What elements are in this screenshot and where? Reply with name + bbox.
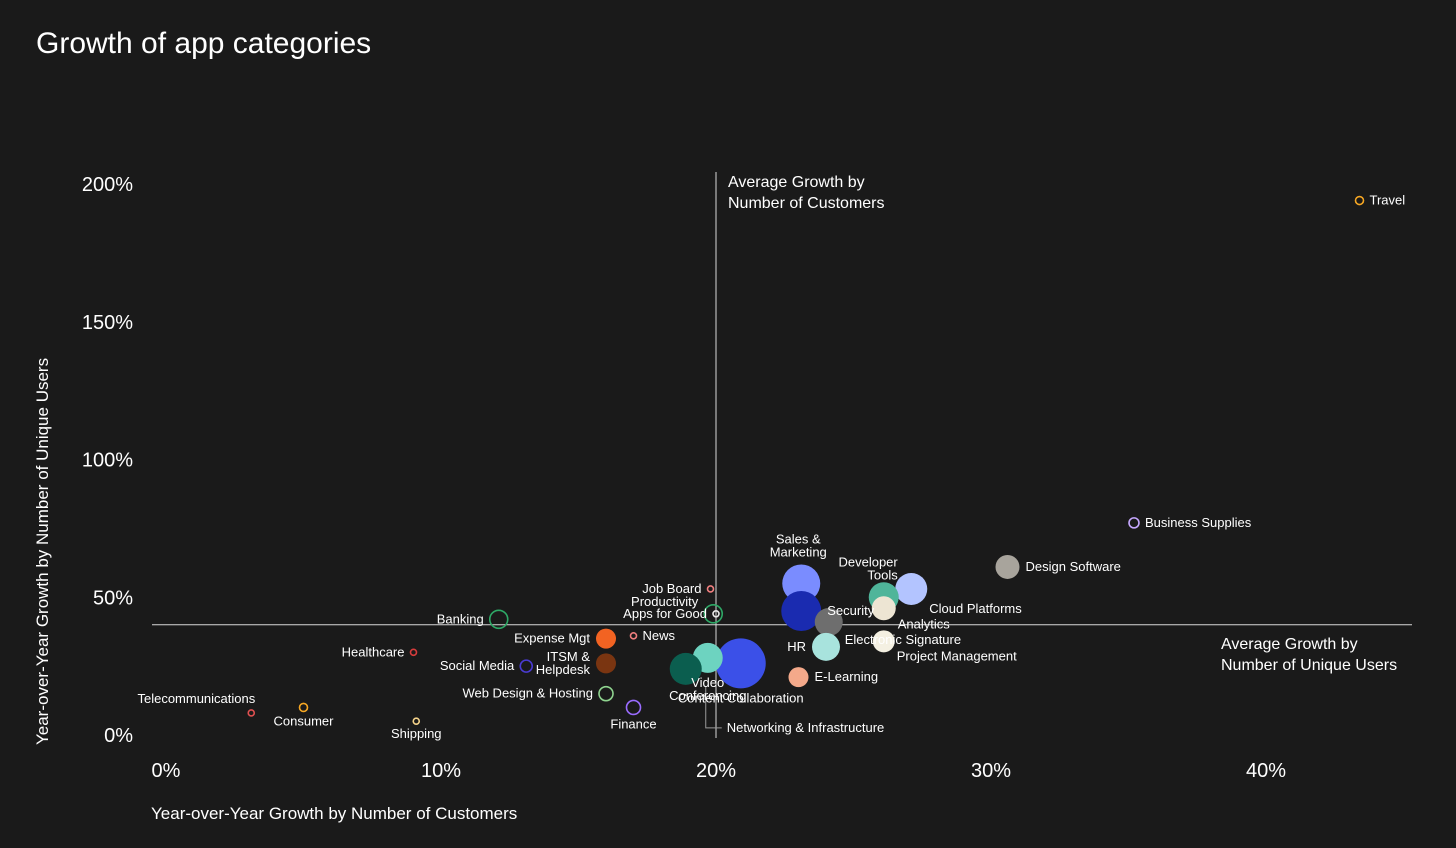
y-tick-label: 200% — [82, 174, 133, 196]
label-cloud-platforms: Cloud Platforms — [929, 601, 1022, 616]
point-shipping — [412, 717, 421, 726]
point-sales-and-marketing — [782, 564, 821, 603]
point-electronic-signature — [814, 608, 843, 637]
label-security: Security — [827, 603, 874, 618]
x-axis-title: Year-over-Year Growth by Number of Custo… — [151, 804, 517, 823]
point-security — [781, 591, 822, 632]
label-consumer: Consumer — [274, 713, 335, 728]
y-tick-label: 0% — [104, 725, 133, 747]
label-e-learning: E-Learning — [815, 669, 879, 684]
point-finance — [625, 699, 642, 716]
label-social-media: Social Media — [440, 658, 515, 673]
label-shipping: Shipping — [391, 726, 442, 741]
label-expense-mgt: Expense Mgt — [514, 631, 590, 646]
point-itsm-and-helpdesk — [596, 653, 616, 674]
label-analytics: Analytics — [898, 616, 951, 631]
point-productivity — [703, 603, 724, 624]
label-web-design-and-hosting: Web Design & Hosting — [462, 686, 593, 701]
average-lines-group: Average Growth by Number of Customers Aver… — [152, 172, 1412, 738]
y-axis-ticks: 0% 50% 100% 150% 200% — [82, 174, 133, 747]
point-analytics — [871, 596, 896, 621]
point-e-learning — [788, 667, 809, 688]
label-banking: Banking — [437, 611, 484, 626]
label-productivity: Productivity — [631, 594, 699, 609]
label-project-management: Project Management — [897, 648, 1017, 663]
avg-customers-label: Average Growth by Number of Customers — [728, 174, 885, 212]
point-business-supplies — [1128, 517, 1140, 529]
x-tick-label: 40% — [1246, 760, 1286, 782]
point-hr — [812, 632, 840, 661]
point-cloud-platforms — [895, 572, 928, 605]
point-consumer — [298, 702, 309, 713]
x-tick-label: 30% — [971, 760, 1011, 782]
x-tick-label: 10% — [421, 760, 461, 782]
label-telecommunications: Telecommunications — [137, 691, 255, 706]
x-tick-label: 0% — [152, 760, 181, 782]
point-telecommunications — [247, 709, 256, 717]
point-job-board — [706, 585, 715, 593]
label-finance: Finance — [610, 716, 656, 731]
point-project-management — [872, 630, 895, 653]
point-design-software — [995, 554, 1020, 579]
point-networking-and-infrastructure — [669, 652, 702, 685]
avg-users-label: Average Growth by Number of Unique Users — [1221, 636, 1397, 674]
point-travel — [1354, 195, 1365, 206]
label-sales-and-marketing: Sales & Marketing — [770, 531, 827, 559]
label-job-board: Job Board — [642, 581, 701, 596]
y-tick-label: 50% — [93, 587, 133, 609]
label-hr: HR — [787, 639, 806, 654]
label-networking-and-infrastructure: Networking & Infrastructure — [727, 720, 885, 735]
point-labels: Travel Business Supplies Design Software Cl… — [137, 193, 1405, 742]
label-design-software: Design Software — [1026, 559, 1121, 574]
point-banking — [488, 609, 509, 630]
point-news — [629, 632, 638, 640]
leader-lines — [705, 685, 722, 729]
point-social-media — [519, 659, 534, 673]
y-tick-label: 150% — [82, 312, 133, 334]
label-video-conferencing: Video Conferencing — [669, 675, 746, 703]
label-developer-tools: Developer Tools — [838, 554, 898, 582]
label-apps-for-good: Apps for Good — [623, 606, 707, 621]
label-itsm-and-helpdesk: ITSM & Helpdesk — [536, 649, 591, 677]
y-axis-title: Year-over-Year Growth by Number of Uniqu… — [33, 358, 52, 745]
label-travel: Travel — [1370, 193, 1406, 208]
label-electronic-signature: Electronic Signature — [845, 632, 961, 647]
label-business-supplies: Business Supplies — [1145, 515, 1252, 530]
label-content-collaboration: Content Collaboration — [678, 690, 804, 705]
x-tick-label: 20% — [696, 760, 736, 782]
point-expense-mgt — [596, 628, 616, 649]
label-healthcare: Healthcare — [342, 644, 405, 659]
point-content-collaboration — [715, 638, 766, 689]
point-web-design-and-hosting — [598, 685, 614, 702]
point-healthcare — [409, 648, 418, 657]
y-tick-label: 100% — [82, 450, 133, 472]
leader-networking-and-infrastructure — [705, 685, 722, 729]
x-axis-ticks: 0% 10% 20% 30% 40% — [152, 760, 1287, 782]
chart-title: Growth of app categories — [36, 27, 371, 60]
data-points — [247, 195, 1365, 726]
label-news: News — [643, 628, 676, 643]
point-apps-for-good — [712, 609, 720, 618]
